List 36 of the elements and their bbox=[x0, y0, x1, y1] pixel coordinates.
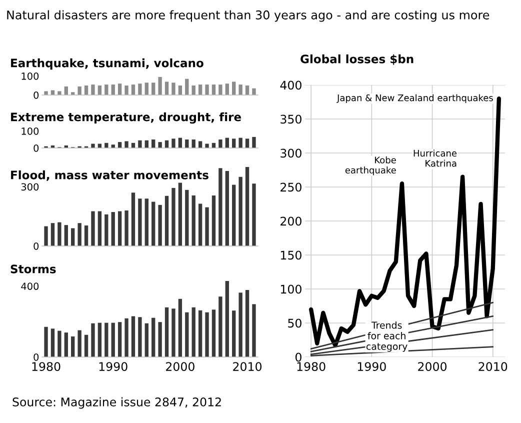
x-tick-label: 2000 bbox=[418, 362, 447, 371]
y-tick-label: 150 bbox=[280, 250, 302, 260]
y-tick-label: 300 bbox=[21, 183, 39, 191]
x-tick-label: 2010 bbox=[478, 362, 508, 371]
x-tick-label: 2010 bbox=[233, 362, 262, 371]
x-tick-label: 1980 bbox=[32, 362, 60, 371]
source-note: Source: Magazine issue 2847, 2012 bbox=[12, 397, 221, 409]
y-tick-label: 50 bbox=[288, 318, 302, 328]
annotation: Japan & New Zealand earthquakes bbox=[336, 94, 493, 103]
y-tick-label: 400 bbox=[21, 282, 39, 290]
y-tick-label: 350 bbox=[280, 114, 302, 124]
x-tick-label: 1990 bbox=[358, 362, 386, 371]
y-tick-label: 100 bbox=[280, 284, 302, 294]
chart-title: Extreme temperature, drought, fire bbox=[11, 112, 241, 124]
y-tick-label: 0 bbox=[34, 242, 39, 250]
x-tick-label: 1990 bbox=[99, 362, 128, 371]
y-tick-label: 0 bbox=[34, 353, 39, 361]
y-tick-label: 250 bbox=[280, 182, 302, 192]
y-tick-label: 200 bbox=[280, 216, 302, 226]
y-tick-label: 100 bbox=[22, 72, 39, 80]
y-tick-label: 300 bbox=[280, 148, 302, 158]
y-tick-label: 100 bbox=[22, 127, 39, 135]
annotation: Kobe earthquake bbox=[345, 156, 396, 176]
chart-title: Earthquake, tsunami, volcano bbox=[11, 58, 204, 70]
y-tick-label: 0 bbox=[34, 91, 39, 99]
text: Natural disasters are more frequent than 30 years ago - and are costing us more bbox=[7, 10, 490, 22]
chart-title: Flood, mass water movements bbox=[11, 170, 208, 181]
chart-title: Global losses $bn bbox=[300, 54, 414, 65]
y-tick-label: 0 bbox=[34, 144, 39, 152]
chart-title: Storms bbox=[10, 264, 56, 274]
annotation: Trends for each category bbox=[366, 321, 408, 352]
x-tick-label: 1980 bbox=[297, 362, 326, 371]
annotation: Hurricane Katrina bbox=[414, 150, 457, 167]
y-tick-label: 400 bbox=[280, 80, 302, 90]
y-tick-label: 0 bbox=[295, 352, 302, 362]
x-tick-label: 2000 bbox=[166, 362, 194, 371]
